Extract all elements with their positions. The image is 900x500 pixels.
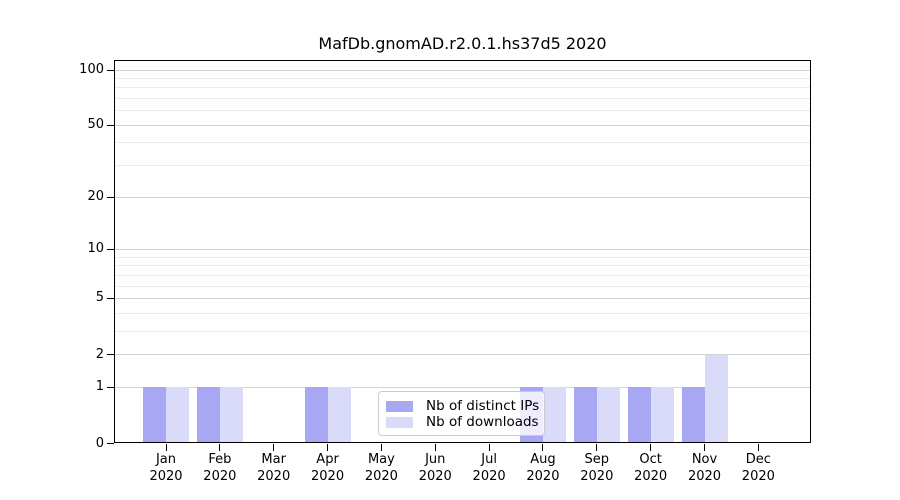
bar-downloads bbox=[219, 387, 243, 444]
x-tick-mark bbox=[596, 444, 598, 451]
bar-downloads bbox=[542, 387, 566, 444]
bar-distinct-ips bbox=[681, 387, 705, 444]
gridline-major bbox=[114, 124, 811, 126]
y-tick-mark bbox=[107, 124, 114, 126]
legend-label-distinct-ips: Nb of distinct IPs bbox=[426, 398, 540, 414]
gridline-minor bbox=[114, 285, 811, 287]
x-tick-mark bbox=[488, 444, 490, 451]
y-tick-label: 0 bbox=[95, 435, 104, 451]
y-tick-mark bbox=[107, 248, 114, 250]
legend-swatch-distinct-ips bbox=[386, 400, 413, 412]
y-tick-label: 20 bbox=[87, 189, 104, 205]
gridline-major bbox=[114, 354, 811, 356]
x-tick-mark bbox=[273, 444, 275, 451]
bar-distinct-ips bbox=[143, 387, 166, 444]
bar-downloads bbox=[650, 387, 674, 444]
x-tick-mark bbox=[380, 444, 382, 451]
legend-swatch-downloads bbox=[386, 416, 413, 428]
y-tick-label: 2 bbox=[95, 346, 104, 362]
x-tick-mark bbox=[219, 444, 221, 451]
x-tick-label: Dec 2020 bbox=[741, 452, 775, 484]
y-tick-label: 100 bbox=[79, 62, 104, 77]
gridline-minor bbox=[114, 110, 811, 112]
x-tick-label: Nov 2020 bbox=[687, 452, 722, 484]
bar-downloads bbox=[166, 387, 189, 444]
gridline-minor bbox=[114, 77, 811, 79]
legend-item-distinct-ips: Nb of distinct IPs bbox=[386, 398, 540, 414]
gridline-minor bbox=[114, 142, 811, 144]
gridline-major bbox=[114, 248, 811, 250]
gridline-minor bbox=[114, 87, 811, 89]
chart-title: MafDb.gnomAD.r2.0.1.hs37d5 2020 bbox=[318, 34, 607, 53]
y-tick-mark bbox=[107, 354, 114, 356]
x-tick-label: Jul 2020 bbox=[472, 452, 506, 484]
bar-distinct-ips bbox=[627, 387, 651, 444]
bar-distinct-ips bbox=[196, 387, 220, 444]
y-tick-mark bbox=[107, 196, 114, 198]
gridline-minor bbox=[114, 165, 811, 167]
y-tick-label: 1 bbox=[95, 379, 104, 395]
x-tick-label: May 2020 bbox=[364, 452, 398, 484]
y-tick-mark bbox=[107, 443, 114, 444]
x-tick-mark bbox=[327, 444, 329, 451]
x-tick-label: Oct 2020 bbox=[634, 452, 668, 484]
bar-distinct-ips bbox=[304, 387, 328, 444]
x-tick-label: Jan 2020 bbox=[149, 452, 183, 484]
y-tick-mark bbox=[107, 386, 114, 388]
x-tick-mark bbox=[704, 444, 705, 451]
x-tick-label: Mar 2020 bbox=[257, 452, 291, 484]
legend-item-downloads: Nb of downloads bbox=[386, 414, 539, 430]
gridline-minor bbox=[114, 330, 811, 332]
x-tick-label: Apr 2020 bbox=[311, 452, 345, 484]
x-tick-label: Aug 2020 bbox=[526, 452, 560, 484]
y-tick-mark bbox=[107, 297, 114, 299]
gridline-minor bbox=[114, 265, 811, 267]
gridline-major bbox=[114, 69, 811, 71]
y-tick-label: 10 bbox=[87, 241, 104, 257]
x-tick-mark bbox=[757, 444, 759, 451]
x-tick-mark bbox=[650, 444, 652, 451]
y-tick-label: 5 bbox=[95, 290, 104, 306]
gridline-major bbox=[114, 297, 811, 299]
gridline-minor bbox=[114, 274, 811, 276]
bar-downloads bbox=[704, 354, 728, 444]
legend-label-downloads: Nb of downloads bbox=[426, 414, 539, 430]
x-tick-label: Jun 2020 bbox=[418, 452, 452, 484]
gridline-major bbox=[114, 386, 811, 388]
gridline-minor bbox=[114, 98, 811, 100]
gridline-minor bbox=[114, 256, 811, 258]
x-tick-label: Feb 2020 bbox=[203, 452, 237, 484]
legend: Nb of distinct IPs Nb of downloads bbox=[378, 391, 545, 436]
x-tick-mark bbox=[165, 444, 167, 451]
bar-downloads bbox=[327, 387, 351, 444]
x-tick-mark bbox=[434, 444, 436, 451]
x-tick-mark bbox=[542, 444, 544, 451]
bar-downloads bbox=[596, 387, 620, 444]
y-tick-label: 50 bbox=[87, 117, 104, 133]
x-tick-label: Sep 2020 bbox=[580, 452, 614, 484]
gridline-minor bbox=[114, 312, 811, 314]
bar-distinct-ips bbox=[573, 387, 597, 444]
y-tick-mark bbox=[107, 69, 114, 71]
gridline-major bbox=[114, 196, 811, 198]
